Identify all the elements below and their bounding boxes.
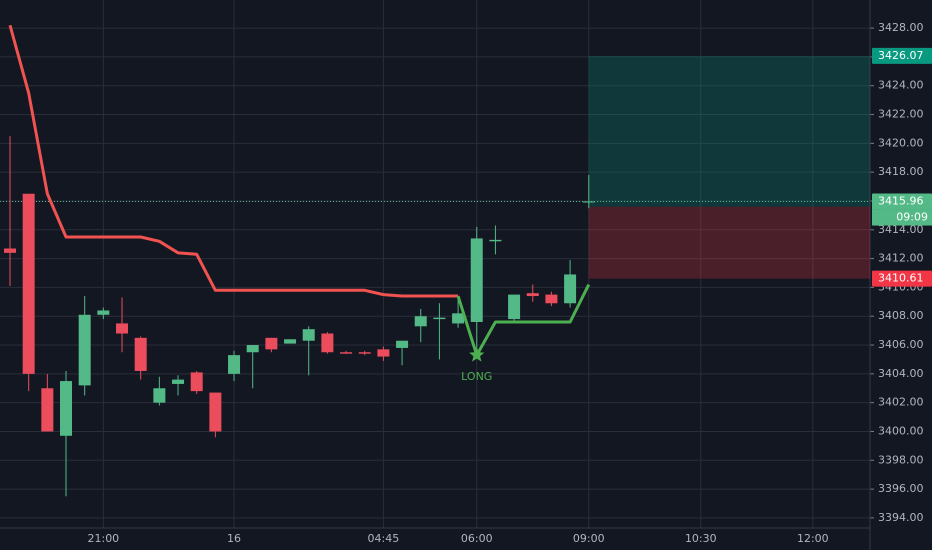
x-tick-label: 10:30: [685, 532, 717, 545]
candle-body: [209, 392, 222, 432]
y-tick-label: 3406.00: [878, 338, 924, 351]
candle-body: [302, 329, 315, 341]
last-price-label: 3415.96: [878, 195, 924, 208]
candle-body: [22, 193, 35, 374]
target-label-box: [872, 47, 932, 64]
y-tick-label: 3400.00: [878, 424, 924, 437]
target-label: 3426.07: [878, 49, 924, 62]
candle-body: [545, 294, 558, 304]
candle-body: [452, 313, 465, 324]
candle-body: [582, 201, 595, 203]
candle-body: [172, 379, 185, 384]
candle-body: [134, 337, 147, 371]
candle-body: [321, 333, 334, 353]
y-tick-label: 3418.00: [878, 165, 924, 178]
y-tick-label: 3408.00: [878, 309, 924, 322]
y-tick-label: 3428.00: [878, 21, 924, 34]
y-tick-label: 3414.00: [878, 223, 924, 236]
y-tick-label: 3420.00: [878, 136, 924, 149]
candle-body: [433, 317, 446, 320]
candle-body: [470, 238, 483, 322]
candle-body: [97, 310, 110, 315]
candle-body: [190, 372, 203, 392]
loss-zone: [588, 206, 870, 279]
candle-body: [508, 294, 521, 320]
candle-body: [60, 381, 73, 436]
stop-label-box: [872, 270, 932, 287]
signal-label: LONG: [461, 370, 492, 383]
candle-body: [340, 352, 353, 354]
profit-zone: [588, 55, 870, 207]
candle-body: [526, 293, 539, 297]
countdown-box: [872, 209, 932, 226]
candle-body: [78, 314, 91, 386]
candle-body: [41, 388, 54, 432]
candle-body: [116, 323, 129, 334]
candle-body: [228, 355, 241, 374]
indicator-line: [456, 283, 591, 357]
x-tick-label: 12:00: [797, 532, 829, 545]
stop-label: 3410.61: [878, 272, 924, 285]
x-tick-label: 21:00: [87, 532, 119, 545]
y-tick-label: 3402.00: [878, 396, 924, 409]
candle-body: [153, 388, 166, 403]
y-tick-label: 3394.00: [878, 511, 924, 524]
x-tick-label: 16: [227, 532, 241, 545]
candle-body: [377, 349, 390, 357]
candle-body: [265, 337, 278, 350]
y-tick-label: 3404.00: [878, 367, 924, 380]
candle-body: [414, 316, 427, 327]
candle-body: [246, 345, 259, 353]
x-tick-label: 09:00: [573, 532, 605, 545]
signal-star: [469, 347, 485, 362]
y-tick-label: 3396.00: [878, 482, 924, 495]
candle-body: [4, 248, 16, 253]
y-tick-label: 3422.00: [878, 108, 924, 121]
candle-body: [489, 239, 502, 242]
x-tick-label: 04:45: [368, 532, 400, 545]
candle-body: [284, 339, 297, 344]
candle-body: [564, 274, 577, 304]
x-tick-label: 06:00: [461, 532, 493, 545]
y-tick-label: 3398.00: [878, 453, 924, 466]
candle-body: [396, 340, 409, 348]
candle-body: [358, 352, 371, 354]
countdown: 09:09: [896, 211, 928, 224]
last-price-label-box: [872, 193, 932, 210]
y-tick-label: 3412.00: [878, 252, 924, 265]
y-tick-label: 3424.00: [878, 79, 924, 92]
indicator-line: [8, 24, 459, 298]
